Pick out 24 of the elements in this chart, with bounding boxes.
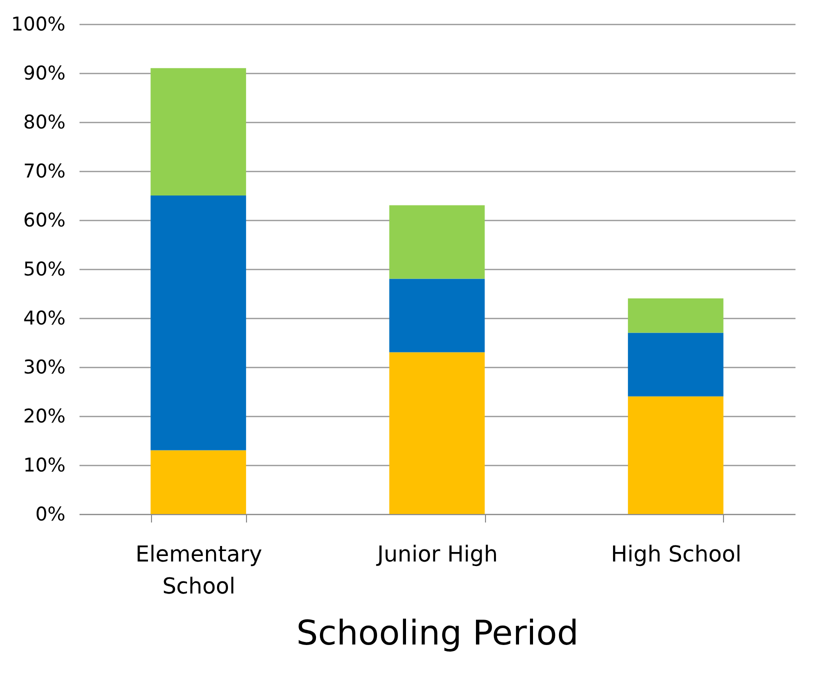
y-tick-label: 30% <box>23 356 66 378</box>
y-tick-label: 80% <box>23 112 66 134</box>
y-tick-label: 60% <box>23 210 66 232</box>
y-tick-label: 10% <box>23 454 66 476</box>
y-tick-label: 20% <box>23 406 66 428</box>
x-tick-label: Elementary School <box>136 542 262 600</box>
bar <box>628 332 724 396</box>
bar <box>150 450 246 514</box>
bar <box>150 196 246 450</box>
y-tick-label: 100% <box>11 14 66 36</box>
bar <box>628 298 724 333</box>
y-tick-label: 70% <box>23 160 66 182</box>
y-tick-label: 0% <box>35 504 66 526</box>
bar <box>628 396 724 514</box>
bar <box>389 352 485 514</box>
bar <box>389 278 485 352</box>
x-tick-label: High School <box>610 542 742 568</box>
y-tick-label: 90% <box>23 62 66 84</box>
bar <box>150 68 246 196</box>
bar <box>389 205 485 279</box>
y-tick-label: 40% <box>23 308 66 330</box>
x-axis-title: Schooling Period <box>296 614 579 654</box>
y-tick-label: 50% <box>23 258 66 280</box>
x-tick-label: Junior High <box>375 542 498 568</box>
